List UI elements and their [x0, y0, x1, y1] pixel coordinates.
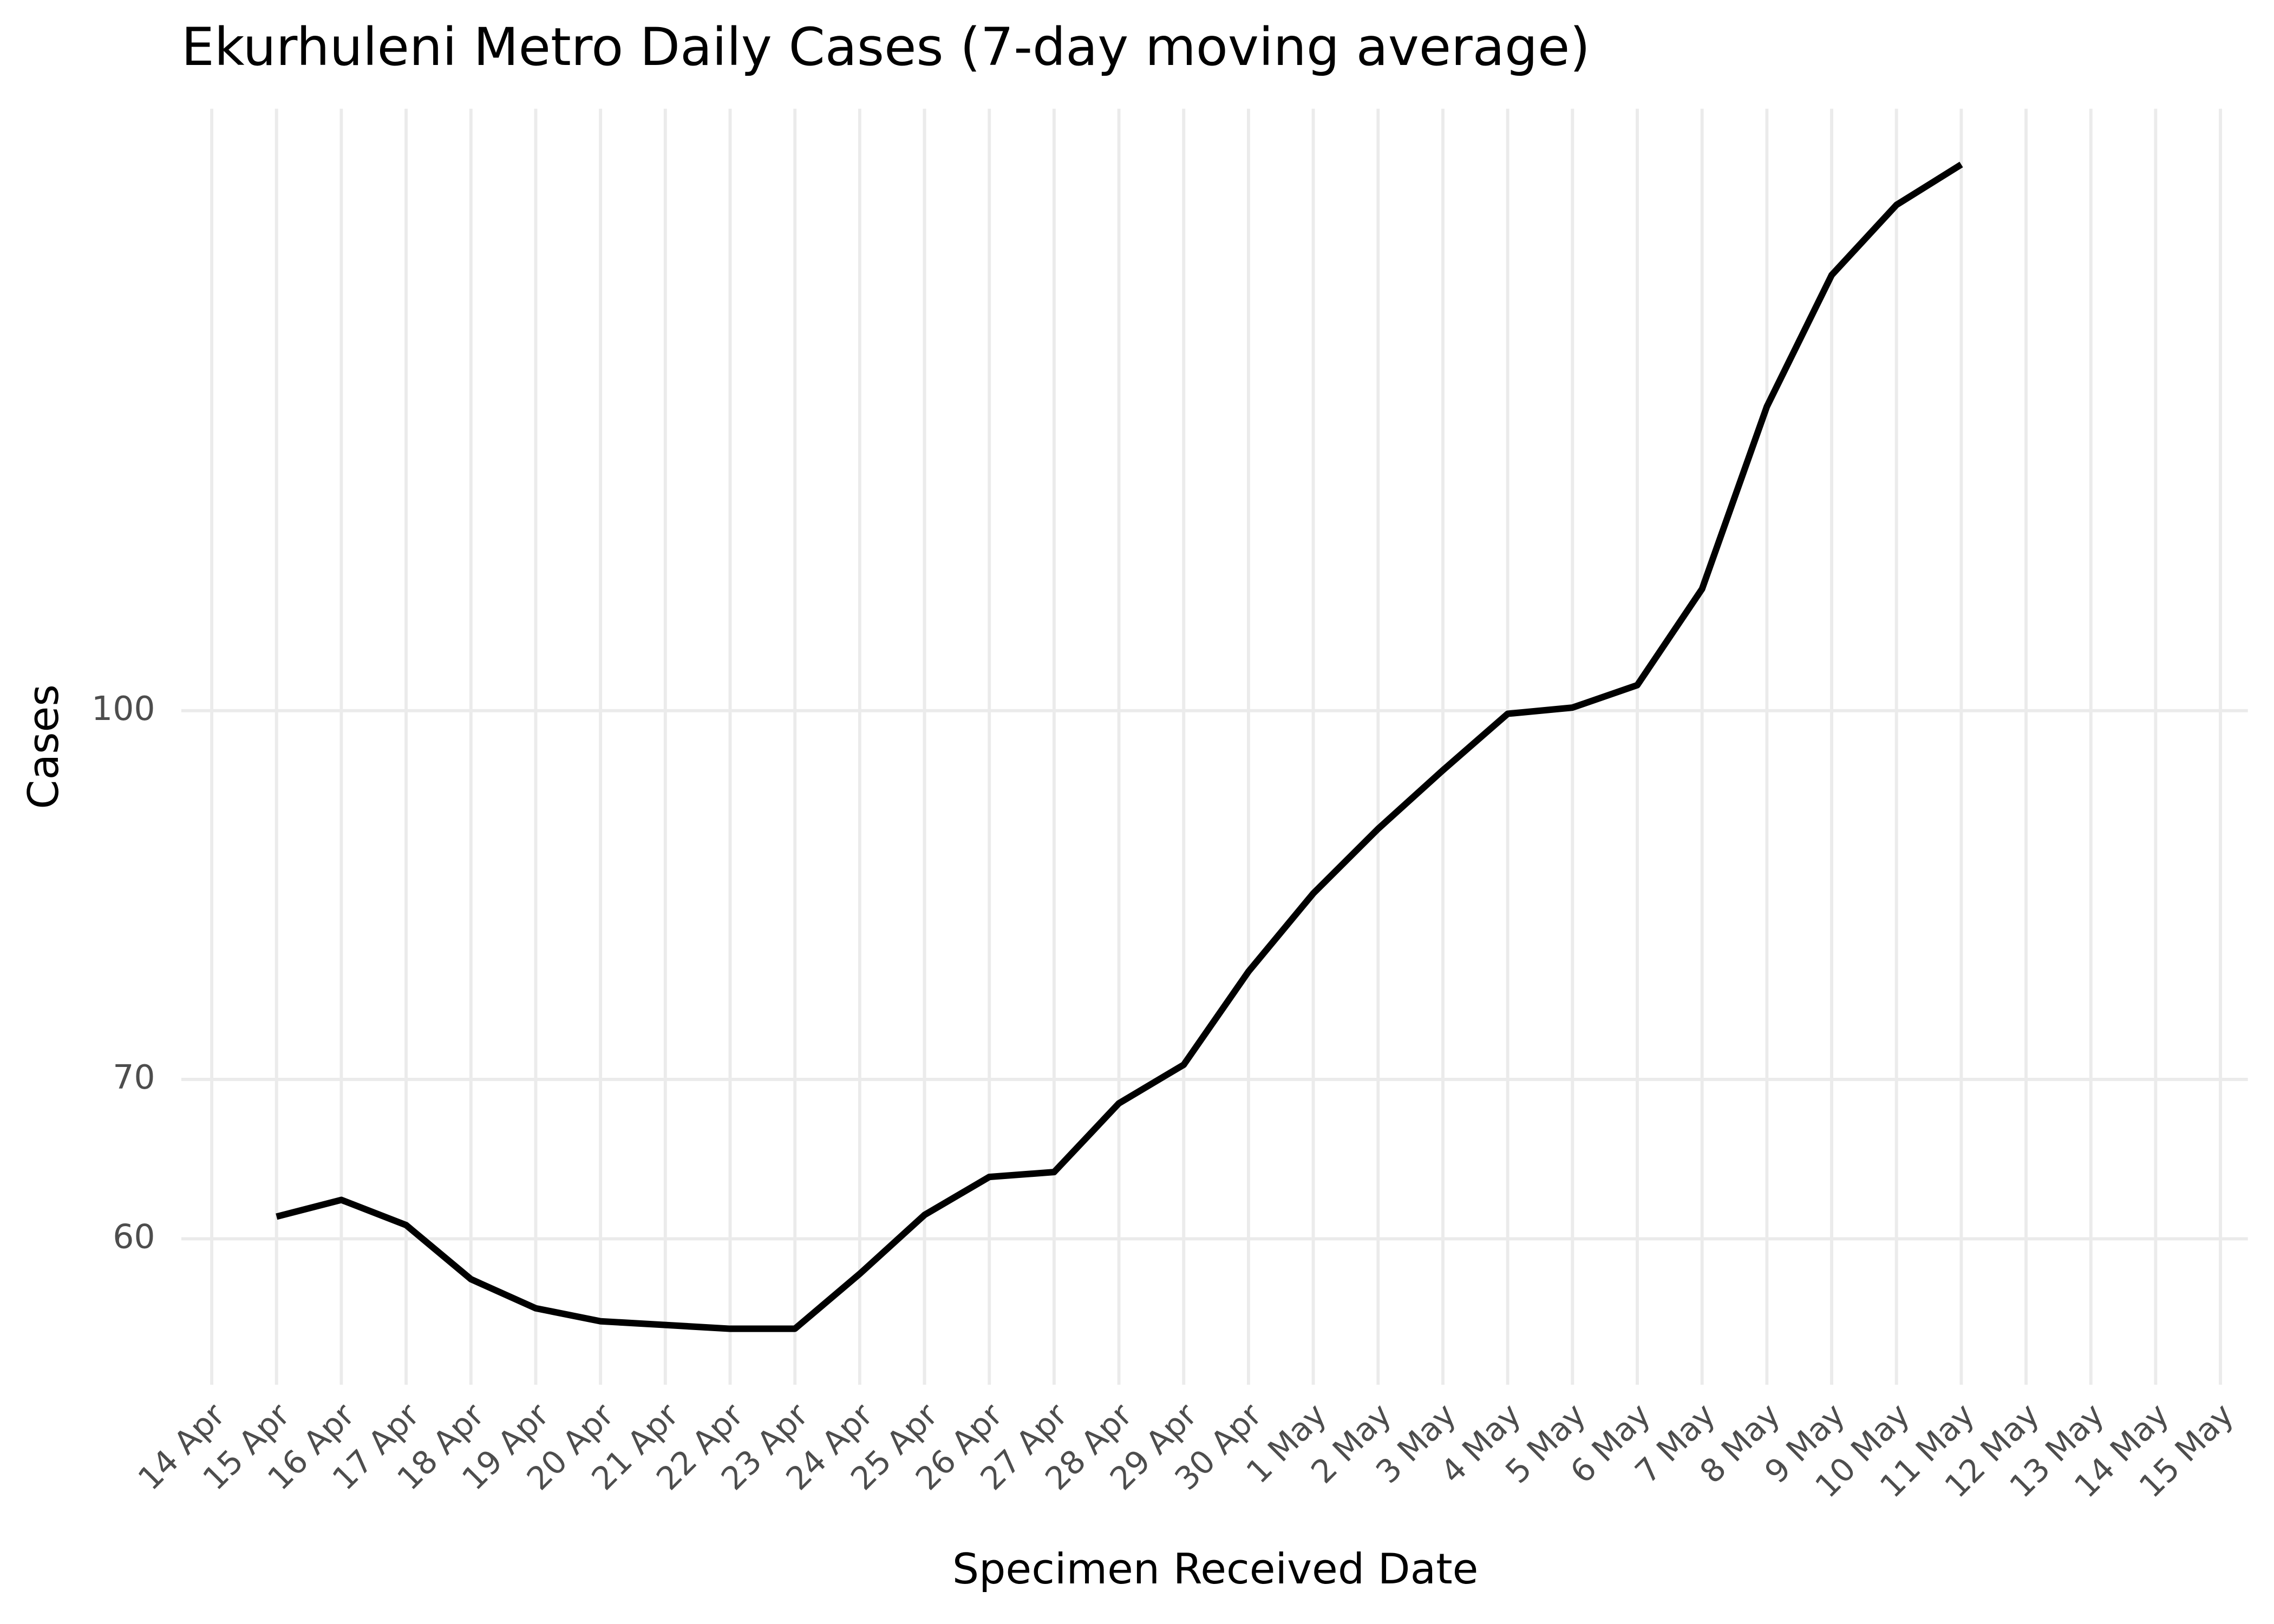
y-axis-title: Cases [19, 684, 68, 809]
y-tick-label: 60 [113, 1217, 155, 1256]
marks [276, 161, 1963, 1332]
grid [181, 108, 2248, 1385]
chart-title: Ekurhuleni Metro Daily Cases (7-day movi… [181, 17, 1590, 77]
y-tick-label: 100 [92, 689, 155, 728]
x-axis-title: Specimen Received Date [952, 1545, 1479, 1594]
data-line [276, 161, 1963, 1332]
y-tick-label: 70 [113, 1058, 155, 1097]
